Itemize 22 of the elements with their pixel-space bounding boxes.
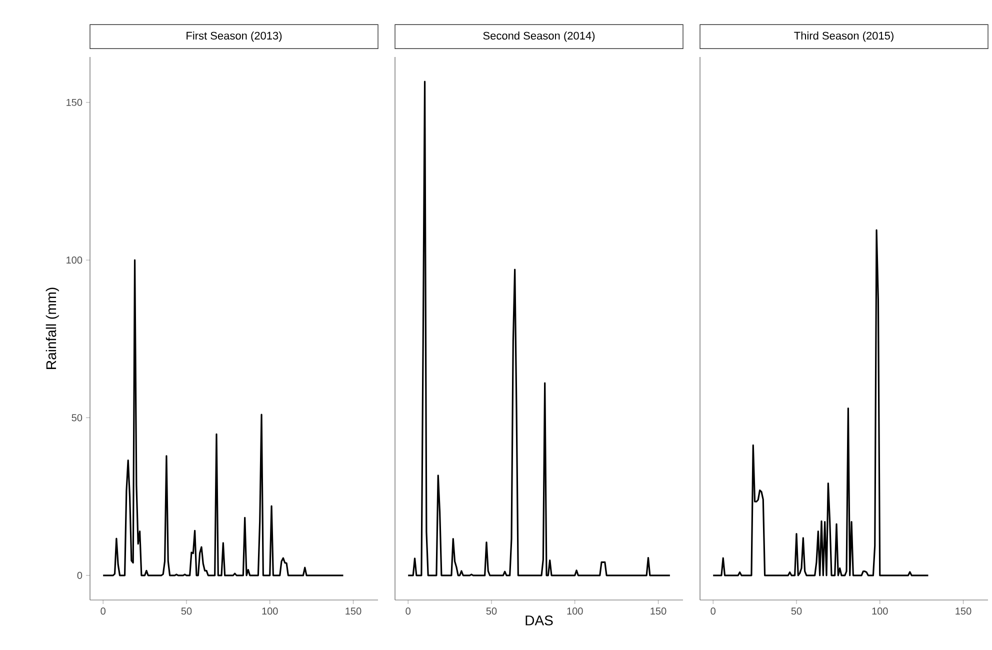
chart-title: Second Season (2014) (483, 32, 595, 42)
y-tick-label: 100 (66, 256, 82, 264)
x-tick-label: 100 (262, 608, 278, 615)
y-tick-label: 50 (72, 414, 82, 422)
x-tick-label: 0 (100, 608, 106, 615)
x-tick-label: 150 (956, 608, 972, 615)
chart-title: First Season (2013) (186, 32, 282, 42)
y-tick-label: 150 (66, 98, 82, 106)
x-tick-label: 0 (710, 608, 716, 615)
chart-title: Third Season (2015) (794, 32, 894, 42)
x-tick-label: 50 (791, 608, 802, 615)
x-tick-label: 150 (650, 608, 666, 615)
x-tick-label: 0 (406, 608, 410, 615)
y-axis-title: Rainfall (mm) (46, 288, 59, 369)
x-tick-label: 50 (181, 608, 192, 615)
x-tick-label: 100 (567, 608, 583, 615)
x-tick-label: 100 (872, 608, 888, 615)
y-tick-label: 0 (77, 572, 82, 579)
x-tick-label: 50 (486, 608, 497, 615)
line-series (102, 259, 344, 576)
x-tick-label: 150 (346, 608, 362, 615)
x-axis-title: DAS (526, 615, 553, 626)
